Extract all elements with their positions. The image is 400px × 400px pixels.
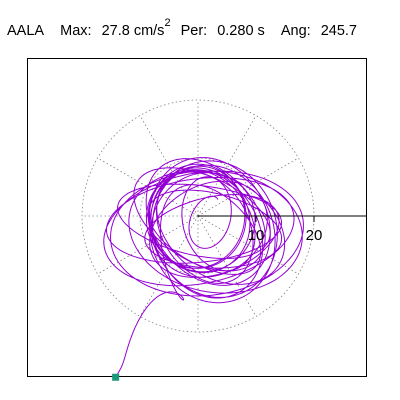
ring-label-20: 20 xyxy=(306,227,323,244)
chart-header: AALA Max: 27.8 cm/s2 Per: 0.280 s Ang: 2… xyxy=(7,14,397,39)
grid-spoke-30 xyxy=(197,157,299,217)
station-code: AALA xyxy=(7,22,45,39)
period-value: 0.280 s xyxy=(217,22,265,39)
grid-spoke-240 xyxy=(139,215,199,317)
grid-spoke-60 xyxy=(197,115,257,217)
period-label: Per: xyxy=(180,22,208,39)
grid-spoke-300 xyxy=(197,215,257,317)
max-label: Max: xyxy=(60,22,92,39)
angle-label: Ang: xyxy=(280,22,311,39)
grid-spoke-330 xyxy=(197,215,299,275)
ring-label-10: 10 xyxy=(248,227,265,244)
motion-trace-line xyxy=(103,157,304,378)
grid-spoke-120 xyxy=(139,115,199,217)
motion-trace xyxy=(103,157,304,378)
plot-frame xyxy=(27,58,367,377)
end-point-marker xyxy=(112,373,120,381)
ring-labels: 10 20 xyxy=(248,216,323,244)
grid-spoke-210 xyxy=(97,215,199,275)
max-value: 27.8 cm/s xyxy=(101,22,165,39)
max-unit-exponent: 2 xyxy=(164,17,171,29)
grid-spoke-150 xyxy=(97,157,199,217)
angle-value: 245.7 xyxy=(320,22,357,39)
